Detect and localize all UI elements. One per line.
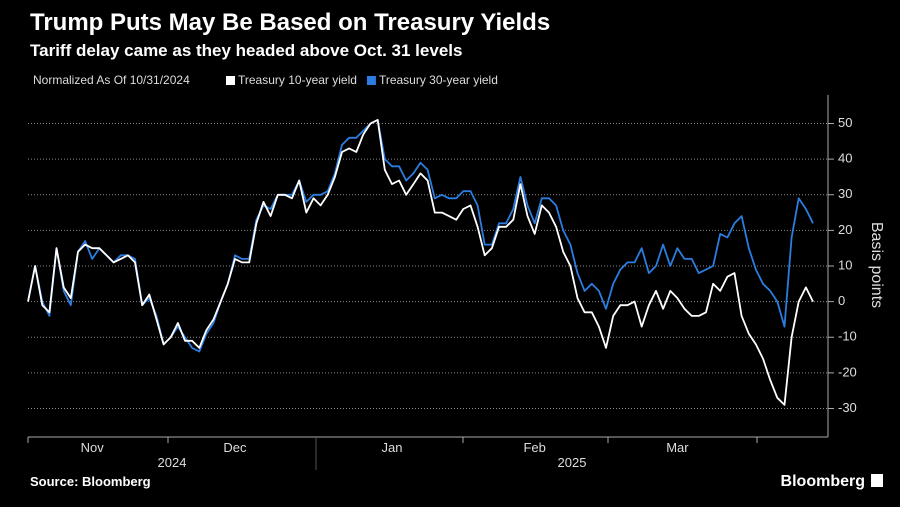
y-tick-label: 50	[838, 115, 852, 130]
y-tick-label: 30	[838, 186, 852, 201]
legend-swatch	[366, 76, 376, 85]
source: Source: Bloomberg	[30, 474, 151, 489]
x-group-label: 2025	[558, 455, 587, 470]
chart-subtitle: Tariff delay came as they headed above O…	[30, 41, 462, 60]
y-tick-label: -30	[838, 400, 857, 415]
x-tick-label: Dec	[223, 440, 247, 455]
y-tick-label: 0	[838, 293, 845, 308]
x-group-label: 2024	[158, 455, 187, 470]
chart-title: Trump Puts May Be Based on Treasury Yiel…	[30, 9, 550, 36]
note: Normalized As Of 10/31/2024	[33, 73, 190, 87]
brand-icon	[871, 474, 883, 487]
series-line	[27, 119, 814, 406]
x-tick-label: Feb	[523, 440, 545, 455]
legend-label: Treasury 10-year yield	[238, 73, 357, 87]
y-tick-label: -20	[838, 364, 857, 379]
y-tick-label: -10	[838, 329, 857, 344]
y-tick-label: 20	[838, 222, 852, 237]
legend-swatch	[226, 76, 235, 85]
x-tick-label: Jan	[381, 440, 402, 455]
x-tick-label: Nov	[81, 440, 105, 455]
y-tick-label: 40	[838, 151, 852, 166]
y-tick-label: 10	[838, 257, 852, 272]
brand: Bloomberg	[781, 473, 865, 490]
legend-label: Treasury 30-year yield	[379, 73, 498, 87]
y-axis-label: Basis points	[868, 222, 885, 308]
x-tick-label: Mar	[666, 440, 689, 455]
